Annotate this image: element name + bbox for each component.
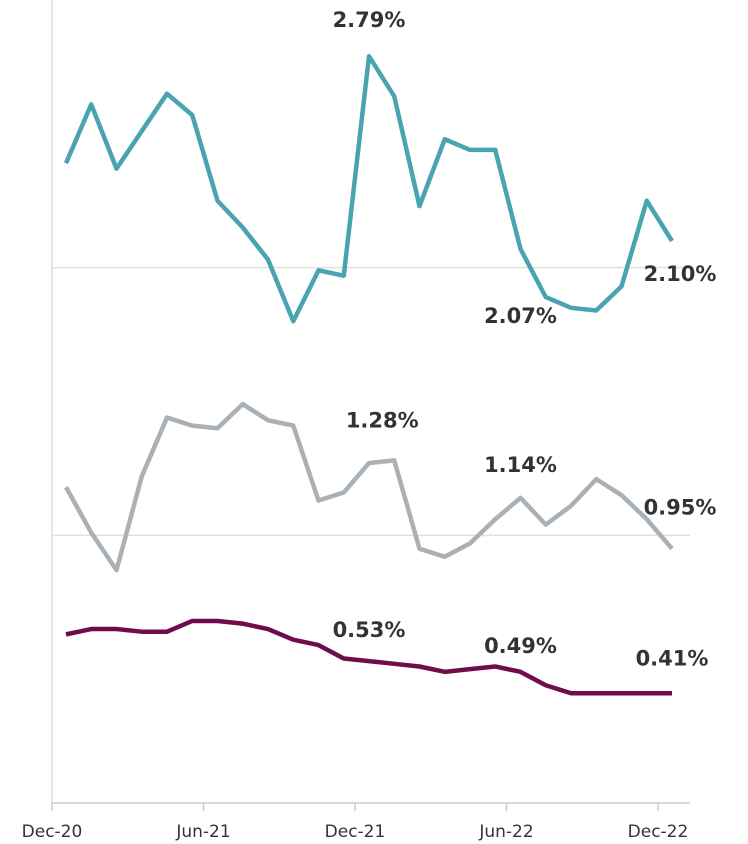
value-label: 2.07%: [484, 304, 557, 328]
series-line: [64, 401, 674, 573]
value-label: 2.10%: [644, 262, 717, 286]
value-label: 0.49%: [484, 634, 557, 658]
x-tick-label: Dec-20: [22, 822, 83, 842]
value-label: 0.41%: [636, 646, 709, 670]
x-tick-label: Dec-21: [325, 822, 386, 842]
value-label: 1.14%: [484, 453, 557, 477]
x-tick-label: Jun-22: [478, 822, 533, 842]
value-label: 1.28%: [346, 408, 419, 432]
series-line: [63, 53, 674, 324]
value-label: 2.79%: [333, 8, 406, 32]
value-label: 0.53%: [333, 618, 406, 642]
x-tick-label: Dec-22: [628, 822, 689, 842]
series-line: [65, 618, 672, 696]
x-tick-label: Jun-21: [175, 822, 230, 842]
value-label: 0.95%: [644, 496, 717, 520]
